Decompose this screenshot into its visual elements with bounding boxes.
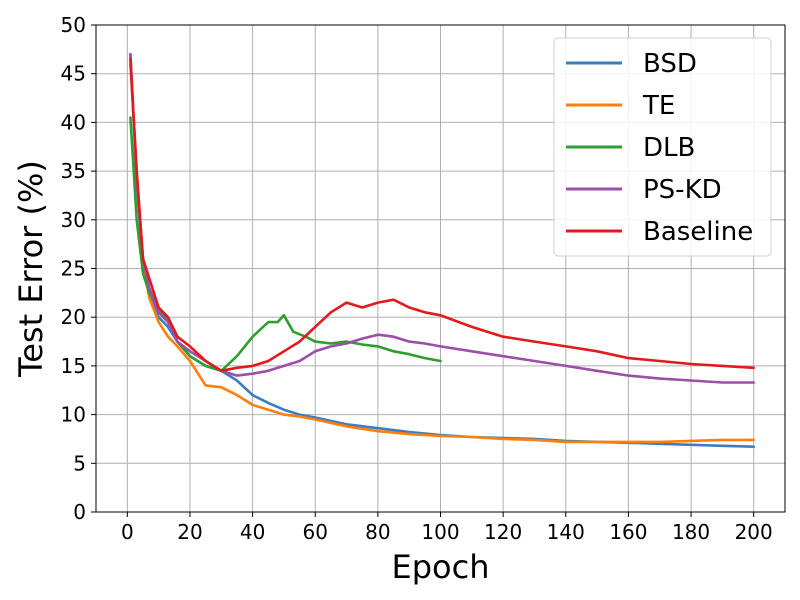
series-layer — [129, 52, 756, 449]
y-tick-label: 30 — [61, 208, 86, 232]
x-tick-label: 120 — [484, 520, 522, 544]
y-tick-label: 0 — [73, 500, 86, 524]
x-tick-label: 60 — [303, 520, 328, 544]
series-line-te — [129, 62, 756, 444]
y-tick-label: 5 — [73, 451, 86, 475]
legend-label-ps-kd: PS-KD — [643, 175, 722, 205]
y-axis: 0 5 10 15 20 25 30 35 40 45 50 — [61, 13, 96, 524]
series-line-ps-kd — [129, 52, 756, 384]
series-line-baseline — [129, 57, 756, 373]
legend-label-te: TE — [642, 91, 675, 121]
x-tick-label: 180 — [672, 520, 710, 544]
y-axis-label: Test Error (%) — [12, 160, 50, 378]
legend-box — [553, 37, 772, 257]
x-tick-label: 140 — [547, 520, 585, 544]
y-tick-label: 45 — [61, 62, 86, 86]
legend-label-baseline: Baseline — [643, 217, 753, 247]
legend-label-bsd: BSD — [643, 49, 697, 79]
y-tick-label: 50 — [61, 13, 86, 37]
y-tick-label: 25 — [61, 257, 86, 281]
y-tick-label: 40 — [61, 110, 86, 134]
x-tick-label: 40 — [240, 520, 265, 544]
y-tick-label: 20 — [61, 305, 86, 329]
y-tick-label: 15 — [61, 354, 86, 378]
x-tick-label: 0 — [121, 520, 134, 544]
x-tick-label: 160 — [609, 520, 647, 544]
x-axis-label: Epoch — [392, 548, 490, 586]
x-axis: 0 20 40 60 80 100 120 140 160 180 200 — [121, 512, 773, 544]
legend-label-dlb: DLB — [643, 133, 695, 163]
legend: BSD TE DLB PS-KD Baseline — [553, 37, 772, 257]
x-tick-label: 200 — [735, 520, 773, 544]
x-tick-label: 80 — [365, 520, 390, 544]
x-tick-label: 100 — [421, 520, 459, 544]
x-tick-label: 20 — [177, 520, 202, 544]
y-tick-label: 10 — [61, 403, 86, 427]
y-tick-label: 35 — [61, 159, 86, 183]
